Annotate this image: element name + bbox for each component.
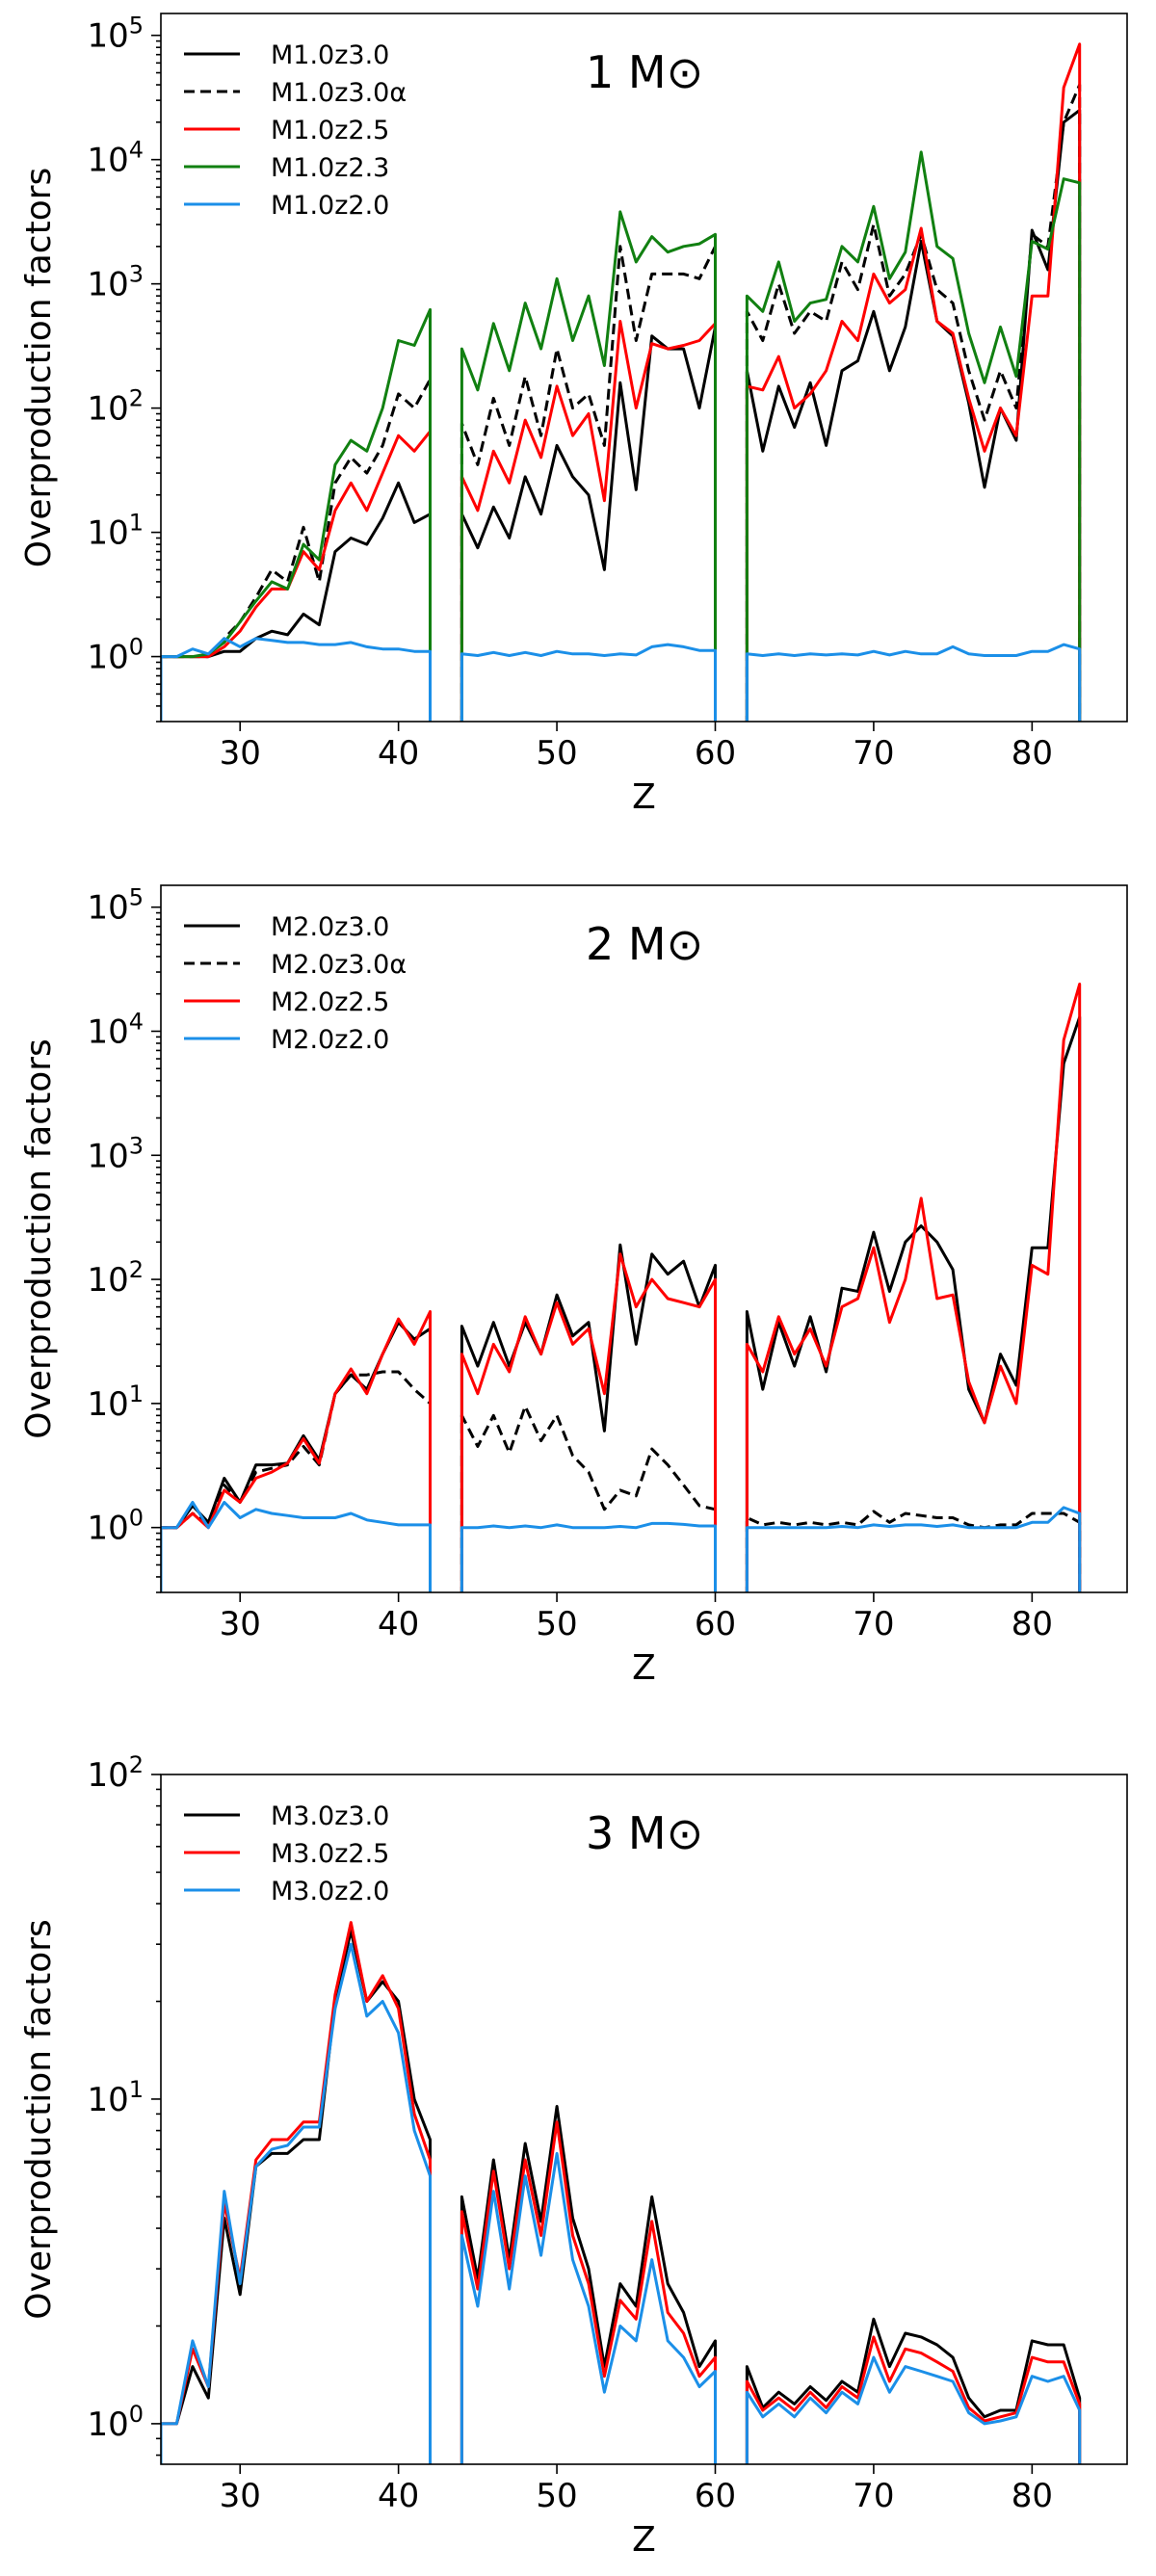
series-line-1-segment-2 bbox=[460, 2105, 717, 2464]
legend-label: M2.0z2.0 bbox=[271, 1025, 389, 1055]
panel-title: 3 M⊙ bbox=[586, 1807, 703, 1859]
series-line-1-segment-3 bbox=[745, 2317, 1082, 2464]
series-line-1-segment-1 bbox=[161, 481, 432, 722]
x-tick-label: 80 bbox=[1012, 2477, 1053, 2515]
x-axis-label: Z bbox=[632, 777, 656, 817]
series-line-5-segment-1 bbox=[161, 637, 432, 722]
y-tick-label: 105 bbox=[87, 13, 144, 56]
x-tick-label: 30 bbox=[220, 2477, 261, 2515]
series-line-5-segment-2 bbox=[460, 643, 717, 722]
y-tick-label: 105 bbox=[87, 884, 144, 928]
x-tick-label: 70 bbox=[853, 734, 894, 773]
panel-title: 2 M⊙ bbox=[586, 918, 703, 970]
x-tick-label: 60 bbox=[695, 2477, 736, 2515]
series-line-4-segment-2 bbox=[460, 1521, 717, 1592]
plot-frame bbox=[160, 1774, 1128, 2465]
series-line-2-segment-3 bbox=[745, 1510, 1082, 1592]
series-line-5-segment-3 bbox=[745, 643, 1082, 722]
x-tick-label: 80 bbox=[1012, 1605, 1053, 1643]
legend-label: M1.0z3.0α bbox=[271, 78, 407, 108]
series-line-3-segment-3 bbox=[745, 983, 1082, 1592]
series-line-4-segment-3 bbox=[745, 150, 1082, 722]
series-line-3-segment-2 bbox=[460, 2151, 717, 2464]
x-tick-label: 60 bbox=[695, 734, 736, 773]
series-line-3-segment-3 bbox=[745, 42, 1082, 722]
y-axis-label: Overproduction factors bbox=[19, 1919, 59, 2320]
y-tick-label: 102 bbox=[87, 1256, 144, 1300]
y-tick-label: 104 bbox=[87, 137, 144, 180]
y-axis-label: Overproduction factors bbox=[19, 1038, 59, 1439]
series-line-3-segment-1 bbox=[161, 1942, 432, 2464]
series-line-4-segment-1 bbox=[161, 1500, 432, 1592]
series-line-1-segment-1 bbox=[161, 1929, 432, 2464]
legend-label: M2.0z2.5 bbox=[271, 987, 389, 1017]
series-line-1-segment-1 bbox=[161, 1321, 432, 1592]
y-axis-label: Overproduction factors bbox=[19, 168, 59, 568]
series-line-2-segment-3 bbox=[745, 2335, 1082, 2464]
panel-title: 1 M⊙ bbox=[586, 46, 703, 98]
series-line-3-segment-1 bbox=[161, 430, 432, 722]
y-tick-label: 103 bbox=[87, 1132, 144, 1175]
series-line-4-segment-3 bbox=[745, 1506, 1082, 1592]
series-line-1-segment-3 bbox=[745, 1015, 1082, 1592]
x-tick-label: 50 bbox=[536, 734, 577, 773]
series-line-3-segment-1 bbox=[161, 1310, 432, 1592]
legend-label: M3.0z2.0 bbox=[271, 1877, 389, 1906]
x-tick-label: 70 bbox=[853, 2477, 894, 2515]
x-tick-label: 40 bbox=[378, 1605, 419, 1643]
y-tick-label: 103 bbox=[87, 261, 144, 304]
x-tick-label: 40 bbox=[378, 2477, 419, 2515]
series-line-3-segment-2 bbox=[460, 1252, 717, 1592]
y-tick-label: 102 bbox=[87, 385, 144, 429]
series-line-3-segment-3 bbox=[745, 2355, 1082, 2464]
y-tick-label: 100 bbox=[87, 2401, 144, 2444]
legend-label: M2.0z3.0α bbox=[271, 950, 407, 980]
series-line-2-segment-1 bbox=[161, 1370, 432, 1592]
series-group bbox=[161, 42, 1082, 722]
series-line-3-segment-2 bbox=[460, 320, 717, 722]
series-line-1-segment-2 bbox=[460, 325, 717, 722]
y-tick-label: 100 bbox=[87, 634, 144, 677]
x-tick-label: 70 bbox=[853, 1605, 894, 1643]
series-group bbox=[161, 983, 1082, 1592]
y-tick-label: 101 bbox=[87, 2076, 144, 2119]
y-tick-label: 102 bbox=[87, 1751, 144, 1795]
x-axis-label: Z bbox=[632, 1648, 656, 1688]
legend-label: M1.0z3.0 bbox=[271, 40, 389, 70]
series-line-4-segment-2 bbox=[460, 210, 717, 722]
x-tick-label: 80 bbox=[1012, 734, 1053, 773]
legend-label: M1.0z2.5 bbox=[271, 116, 389, 145]
series-line-2-segment-2 bbox=[460, 245, 717, 722]
plot-frame bbox=[160, 13, 1128, 723]
chart-panel-3: 30 40 50 60 70 80 100 101 102 Z Overproduction fac… bbox=[19, 1751, 1128, 2560]
x-tick-label: 30 bbox=[220, 734, 261, 773]
x-tick-label: 50 bbox=[536, 1605, 577, 1643]
chart-panel-2: 30 40 50 60 70 80 100 101 102 103 104 105 Z Overprodu… bbox=[19, 884, 1128, 1688]
series-group bbox=[161, 1921, 1082, 2464]
x-axis-label: Z bbox=[632, 2520, 656, 2560]
x-tick-label: 60 bbox=[695, 1605, 736, 1643]
y-tick-label: 104 bbox=[87, 1008, 144, 1051]
y-tick-label: 100 bbox=[87, 1505, 144, 1548]
series-line-1-segment-2 bbox=[460, 1243, 717, 1592]
series-line-2-segment-2 bbox=[460, 1405, 717, 1592]
legend-label: M2.0z3.0 bbox=[271, 912, 389, 942]
x-tick-label: 40 bbox=[378, 734, 419, 773]
legend-label: M3.0z2.5 bbox=[271, 1839, 389, 1869]
chart-panel-1: 30 40 50 60 70 80 100 101 102 103 104 105 Z Overprodu… bbox=[19, 13, 1128, 817]
plot-frame bbox=[160, 884, 1128, 1593]
series-line-4-segment-1 bbox=[161, 307, 432, 722]
legend-label: M3.0z3.0 bbox=[271, 1801, 389, 1831]
y-tick-label: 101 bbox=[87, 510, 144, 553]
x-tick-label: 30 bbox=[220, 1605, 261, 1643]
y-tick-label: 101 bbox=[87, 1380, 144, 1424]
legend-label: M1.0z2.0 bbox=[271, 191, 389, 221]
series-line-2-segment-2 bbox=[460, 2120, 717, 2464]
series-line-2-segment-1 bbox=[161, 1921, 432, 2464]
series-line-2-segment-1 bbox=[161, 378, 432, 722]
x-tick-label: 50 bbox=[536, 2477, 577, 2515]
legend-label: M1.0z2.3 bbox=[271, 153, 389, 183]
